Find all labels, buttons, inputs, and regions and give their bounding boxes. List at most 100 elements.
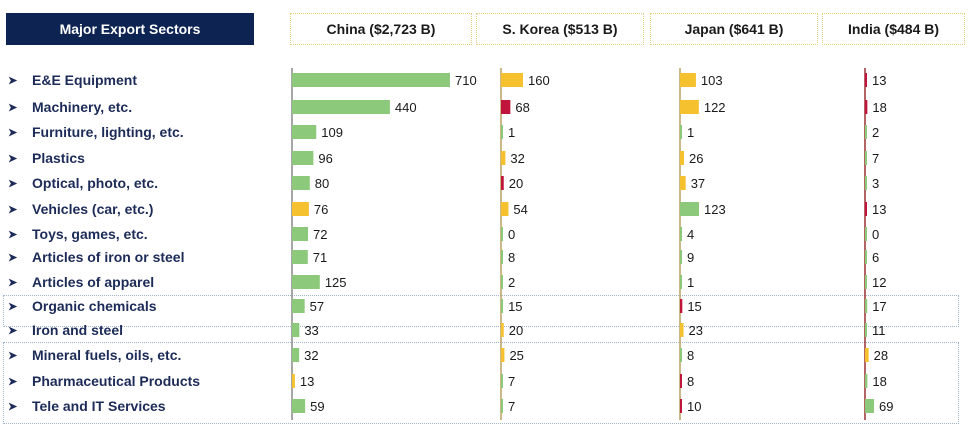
arrow-bullet-icon: ➤ bbox=[8, 101, 18, 114]
bar bbox=[680, 374, 682, 388]
bar bbox=[680, 151, 685, 165]
value-label: 13 bbox=[872, 73, 886, 88]
value-label: 440 bbox=[395, 100, 417, 115]
arrow-bullet-icon: ➤ bbox=[8, 251, 18, 264]
s-korea-column-header: S. Korea ($513 B) bbox=[476, 13, 644, 45]
value-label: 2 bbox=[508, 275, 515, 290]
value-label: 0 bbox=[872, 227, 879, 242]
sector-name: Mineral fuels, oils, etc. bbox=[32, 347, 182, 363]
arrow-bullet-icon: ➤ bbox=[8, 228, 18, 241]
arrow-bullet-icon: ➤ bbox=[8, 203, 18, 216]
bar bbox=[865, 176, 867, 190]
bar bbox=[501, 275, 503, 289]
value-label: 18 bbox=[872, 374, 886, 389]
value-label: 32 bbox=[304, 348, 318, 363]
bar bbox=[865, 100, 868, 114]
value-label: 3 bbox=[872, 176, 879, 191]
bar bbox=[865, 227, 867, 241]
value-label: 2 bbox=[872, 125, 879, 140]
bar bbox=[501, 399, 503, 413]
arrow-bullet-icon: ➤ bbox=[8, 177, 18, 190]
bar bbox=[501, 176, 504, 190]
value-label: 15 bbox=[508, 299, 522, 314]
arrow-bullet-icon: ➤ bbox=[8, 152, 18, 165]
bar bbox=[292, 374, 295, 388]
value-label: 18 bbox=[872, 100, 886, 115]
bar bbox=[865, 399, 874, 413]
major-export-sectors-header: Major Export Sectors bbox=[6, 13, 254, 45]
value-label: 7 bbox=[508, 374, 515, 389]
value-label: 8 bbox=[687, 374, 694, 389]
value-label: 8 bbox=[508, 250, 515, 265]
sector-label: ➤ Optical, photo, etc. bbox=[8, 172, 158, 194]
value-label: 33 bbox=[304, 323, 318, 338]
bar bbox=[292, 73, 450, 87]
sector-name: Optical, photo, etc. bbox=[32, 175, 159, 191]
bar bbox=[292, 125, 317, 139]
japan-column-header: Japan ($641 B) bbox=[650, 13, 818, 45]
value-label: 7 bbox=[508, 399, 515, 414]
bar bbox=[680, 227, 682, 241]
value-label: 7 bbox=[872, 151, 879, 166]
bar bbox=[865, 299, 868, 313]
sector-label: ➤ Vehicles (car, etc.) bbox=[8, 198, 153, 220]
bar bbox=[680, 125, 682, 139]
value-label: 103 bbox=[701, 73, 723, 88]
arrow-bullet-icon: ➤ bbox=[8, 276, 18, 289]
value-label: 76 bbox=[314, 202, 328, 217]
arrow-bullet-icon: ➤ bbox=[8, 126, 18, 139]
bar bbox=[501, 227, 503, 241]
bar bbox=[680, 250, 682, 264]
value-label: 1 bbox=[687, 275, 694, 290]
value-label: 160 bbox=[528, 73, 550, 88]
value-label: 1 bbox=[687, 125, 694, 140]
value-label: 20 bbox=[509, 176, 523, 191]
sector-name: Pharmaceutical Products bbox=[32, 373, 201, 389]
sector-name: Tele and IT Services bbox=[32, 398, 166, 414]
bar bbox=[680, 399, 682, 413]
bar bbox=[680, 73, 696, 87]
sector-name: Machinery, etc. bbox=[32, 99, 133, 115]
bar bbox=[292, 275, 320, 289]
arrow-bullet-icon: ➤ bbox=[8, 375, 18, 388]
value-label: 25 bbox=[509, 348, 523, 363]
arrow-bullet-icon: ➤ bbox=[8, 324, 18, 337]
sector-label: ➤ E&E Equipment bbox=[8, 69, 137, 91]
value-label: 20 bbox=[509, 323, 523, 338]
value-label: 28 bbox=[874, 348, 888, 363]
bar bbox=[501, 151, 506, 165]
bar bbox=[292, 227, 309, 241]
value-label: 54 bbox=[513, 202, 527, 217]
bar bbox=[865, 250, 867, 264]
value-label: 17 bbox=[872, 299, 886, 314]
value-label: 122 bbox=[704, 100, 726, 115]
sector-label: ➤ Articles of iron or steel bbox=[8, 246, 184, 268]
bar bbox=[680, 176, 686, 190]
highlight-box-upper bbox=[3, 295, 959, 327]
value-label: 32 bbox=[510, 151, 524, 166]
sector-label: ➤ Organic chemicals bbox=[8, 295, 157, 317]
value-label: 10 bbox=[687, 399, 701, 414]
bar bbox=[292, 202, 309, 216]
bar bbox=[865, 275, 867, 289]
bar bbox=[292, 250, 308, 264]
bar bbox=[501, 100, 511, 114]
sector-label: ➤ Plastics bbox=[8, 147, 85, 169]
sector-name: Articles of apparel bbox=[32, 274, 155, 290]
bar bbox=[680, 348, 682, 362]
value-label: 13 bbox=[872, 202, 886, 217]
sector-label: ➤ Mineral fuels, oils, etc. bbox=[8, 344, 181, 366]
bar bbox=[680, 275, 682, 289]
bar bbox=[292, 176, 310, 190]
india-column-header: India ($484 B) bbox=[822, 13, 965, 45]
bar bbox=[680, 100, 699, 114]
value-label: 125 bbox=[325, 275, 347, 290]
bar bbox=[292, 299, 305, 313]
value-label: 72 bbox=[313, 227, 327, 242]
bar bbox=[865, 151, 867, 165]
value-label: 59 bbox=[310, 399, 324, 414]
bar bbox=[865, 374, 868, 388]
value-label: 69 bbox=[879, 399, 893, 414]
value-label: 71 bbox=[313, 250, 327, 265]
